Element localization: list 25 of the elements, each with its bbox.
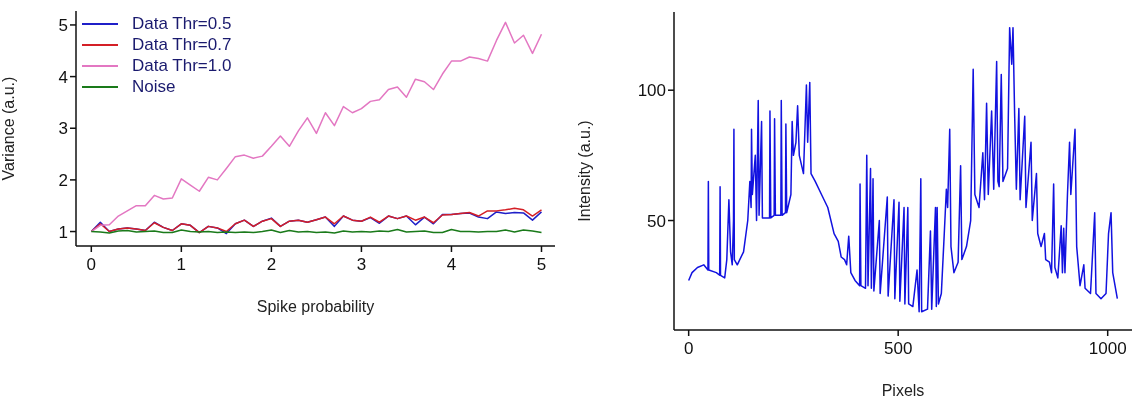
x-tick-label: 1000: [1088, 339, 1127, 359]
x-axis-title: Spike probability: [256, 298, 375, 315]
y-tick-label: 3: [58, 119, 68, 139]
x-tick-label: 1: [176, 255, 187, 275]
x-tick-label: 0: [86, 255, 97, 275]
legend-label: Data Thr=0.7: [132, 34, 232, 55]
x-tick-label: 5: [536, 255, 547, 275]
line-series: [687, 26, 1119, 313]
x-tick-label: 2: [266, 255, 277, 275]
legend-label: Noise: [132, 76, 176, 97]
x-axis-title: Pixels: [881, 382, 925, 399]
legend-label: Data Thr=0.5: [132, 13, 232, 34]
x-tick-label: 3: [356, 255, 367, 275]
x-tick-label: 500: [883, 339, 913, 359]
x-tick-label: 4: [446, 255, 457, 275]
y-axis-title: Intensity (a.u.): [575, 120, 593, 222]
y-tick-label: 100: [637, 81, 666, 101]
y-tick-label: 50: [647, 211, 666, 231]
y-tick-label: 1: [58, 222, 68, 242]
y-tick-label: 2: [58, 170, 68, 190]
y-tick-label: 4: [58, 67, 68, 87]
y-tick-label: 5: [58, 15, 68, 35]
legend-label: Data Thr=1.0: [132, 55, 232, 76]
x-tick-label: 0: [683, 339, 694, 359]
y-axis-title: Variance (a.u.): [0, 76, 17, 181]
